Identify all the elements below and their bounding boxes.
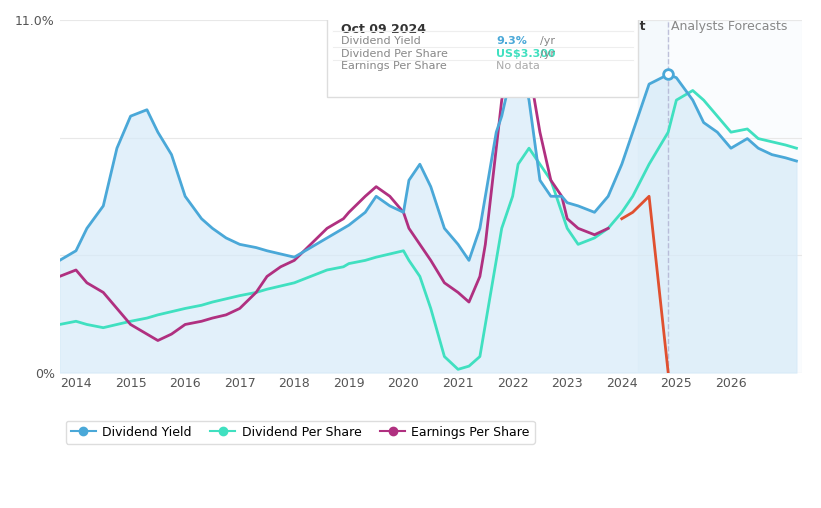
Text: 9.3%: 9.3% — [496, 36, 527, 46]
Text: Dividend Per Share: Dividend Per Share — [341, 49, 447, 58]
Text: /yr: /yr — [540, 36, 555, 46]
Text: Earnings Per Share: Earnings Per Share — [341, 61, 447, 72]
Bar — [668, 20, 802, 372]
Text: /yr: /yr — [540, 49, 555, 58]
Text: Oct 09 2024: Oct 09 2024 — [341, 23, 426, 36]
Bar — [638, 20, 668, 372]
Text: No data: No data — [496, 61, 540, 72]
Text: US$3.300: US$3.300 — [496, 49, 556, 58]
Legend: Dividend Yield, Dividend Per Share, Earnings Per Share: Dividend Yield, Dividend Per Share, Earn… — [66, 421, 534, 444]
FancyBboxPatch shape — [327, 10, 638, 97]
Text: Past: Past — [616, 20, 646, 33]
Text: Dividend Yield: Dividend Yield — [341, 36, 420, 46]
Text: Analysts Forecasts: Analysts Forecasts — [671, 20, 787, 33]
